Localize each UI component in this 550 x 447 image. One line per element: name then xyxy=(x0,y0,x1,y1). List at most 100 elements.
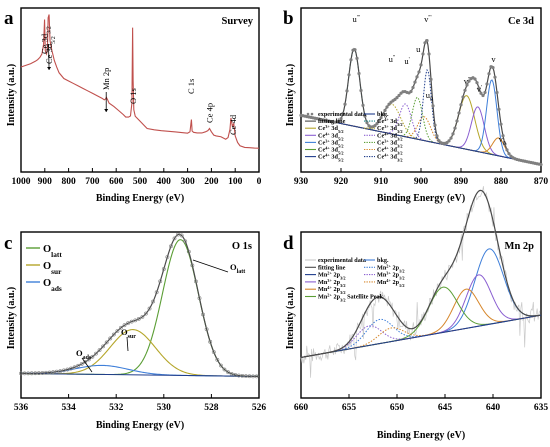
panel-c-legend: Olatt Osur Oads xyxy=(26,244,62,293)
ce-3d-data-point xyxy=(341,111,345,116)
o-1s-data-point xyxy=(122,323,127,328)
panel-c-frame xyxy=(20,231,260,399)
panel-b-legend: experimental data bkg. fitting line Ce4+ 3d… xyxy=(305,111,402,162)
ce-3d-data-point xyxy=(411,85,415,90)
o-1s-data-point xyxy=(158,279,163,284)
annotation-arrow xyxy=(192,259,229,273)
ce-3d-background xyxy=(300,114,542,166)
legend-entry: Ce4+ 3d5/2 xyxy=(318,131,343,141)
panel-a-peak-label: Ce 4d xyxy=(228,114,238,135)
o-1s-data-point xyxy=(101,344,106,349)
panel-c-x-tick-label: 534 xyxy=(61,403,76,413)
o-1s-data-point xyxy=(151,299,155,304)
ce-3d-data-point xyxy=(457,111,461,115)
legend-swatch xyxy=(306,112,310,116)
ce-3d-data-point xyxy=(503,142,507,146)
ce-3d-data-point xyxy=(395,96,399,100)
o-1s-data-point xyxy=(26,371,31,376)
ce-3d-data-point xyxy=(485,82,489,86)
legend-entry: Olatt xyxy=(43,244,62,259)
panel-a-x-tick-label: 0 xyxy=(257,177,262,187)
ce-3d-data-point xyxy=(501,134,505,138)
o-1s-data-point xyxy=(190,263,195,268)
annotation-arrowhead xyxy=(104,109,109,112)
panel-a-peak-label: Ce 4p xyxy=(204,103,214,123)
panel-a-x-tick-label: 100 xyxy=(228,177,243,187)
o-1s-data-point xyxy=(69,366,73,371)
mn-2p-fit-envelope xyxy=(300,189,541,359)
ce-3d-data-point xyxy=(383,108,387,112)
legend-entry: Mn2+ 2p3/2 xyxy=(318,270,346,280)
ce-3d-component xyxy=(300,96,542,166)
o-1s-peak-label: Olatt xyxy=(230,262,245,275)
panel-c: c O 1s 536 534 532 530 528 526 OlattOsurOads … xyxy=(4,231,267,431)
panel-d-x-tick-label: 660 xyxy=(294,403,309,413)
ce-3d-peak-label: v'' xyxy=(464,76,470,86)
panel-c-x-tick-label: 526 xyxy=(252,403,267,413)
o-1s-data-point xyxy=(201,312,205,317)
ce-3d-peak-label: v''' xyxy=(424,14,431,24)
legend-entry: Osur xyxy=(43,261,62,276)
panel-b-letter: b xyxy=(283,8,294,29)
panel-b-title: Ce 3d xyxy=(508,16,534,27)
panel-a: a Survey 1000 900 800 700 600 500 400 300 200 100… xyxy=(4,7,262,204)
panel-a-frame xyxy=(20,7,260,173)
o-1s-data-point xyxy=(90,354,95,359)
o-1s-data-point xyxy=(211,350,216,354)
ce-3d-data-point xyxy=(451,132,455,136)
panel-a-x-tick-label: 1000 xyxy=(12,177,31,187)
panel-a-x-tick-label: 200 xyxy=(204,177,219,187)
o-1s-data-point xyxy=(54,369,59,374)
o-1s-data-point xyxy=(119,325,123,330)
o-1s-data-point xyxy=(251,374,255,379)
ce-3d-data-point xyxy=(427,52,431,56)
o-1s-data-point xyxy=(147,306,152,311)
ce-3d-data-point xyxy=(357,71,361,76)
ce-3d-data-point xyxy=(373,124,377,128)
o-1s-data-point xyxy=(51,370,56,375)
ce-3d-data-point xyxy=(495,90,499,95)
o-1s-data-point xyxy=(186,249,191,254)
ce-3d-data-point xyxy=(447,139,451,143)
ce-3d-data-point xyxy=(417,70,421,74)
legend-entry: Mn2+ 2p1/2 xyxy=(377,263,405,273)
o-1s-data-point xyxy=(94,351,98,356)
legend-entry: Ce4+ 3d5/2 xyxy=(318,145,343,155)
o-1s-data-point xyxy=(254,374,259,379)
o-1s-data-point xyxy=(104,340,109,345)
ce-3d-peak-label: u''' xyxy=(352,14,359,24)
ce-3d-data-point xyxy=(423,41,427,45)
legend-entry: experimental data xyxy=(318,111,366,118)
panel-a-peak-label: C 1s xyxy=(186,79,196,94)
o-1s-data-point xyxy=(179,233,184,238)
ce-3d-data-point xyxy=(487,72,491,76)
o-1s-data-point xyxy=(133,318,138,323)
panel-a-ylabel: Intensity (a.u.) xyxy=(6,64,17,127)
ce-3d-data-point xyxy=(463,88,467,92)
o-1s-data-point xyxy=(222,367,227,372)
ce-3d-data-point xyxy=(539,162,543,167)
panel-a-x-tick-label: 800 xyxy=(61,177,76,187)
ce-3d-data-point xyxy=(431,104,435,108)
o-1s-data-point xyxy=(58,369,63,374)
o-1s-data-point xyxy=(65,367,70,372)
ce-3d-data-point xyxy=(507,152,511,156)
ce-3d-data-point xyxy=(419,63,423,67)
ce-3d-data-point xyxy=(409,89,413,94)
panel-a-x-ticks: 1000 900 800 700 600 500 400 300 200 100 0 xyxy=(12,168,262,187)
ce-3d-data-point xyxy=(375,122,379,126)
panel-a-x-tick-label: 500 xyxy=(133,177,148,187)
ce-3d-data-point xyxy=(491,66,495,70)
o-1s-data-point xyxy=(229,371,234,376)
o-1s-data-point xyxy=(86,357,91,362)
o-1s-data-point xyxy=(129,319,134,324)
ce-3d-data-point xyxy=(483,90,487,95)
legend-entry: Oads xyxy=(43,278,62,293)
ce-3d-data-point xyxy=(347,73,351,77)
ce-3d-data-point xyxy=(365,121,369,125)
legend-entry: Ce4+ 3d5/2 xyxy=(318,152,343,162)
ce-3d-data-point xyxy=(461,95,465,99)
legend-entry: Ce3+ 3d3/2 xyxy=(377,138,402,148)
o-1s-data-point xyxy=(208,339,213,344)
ce-3d-data-point xyxy=(421,52,425,56)
